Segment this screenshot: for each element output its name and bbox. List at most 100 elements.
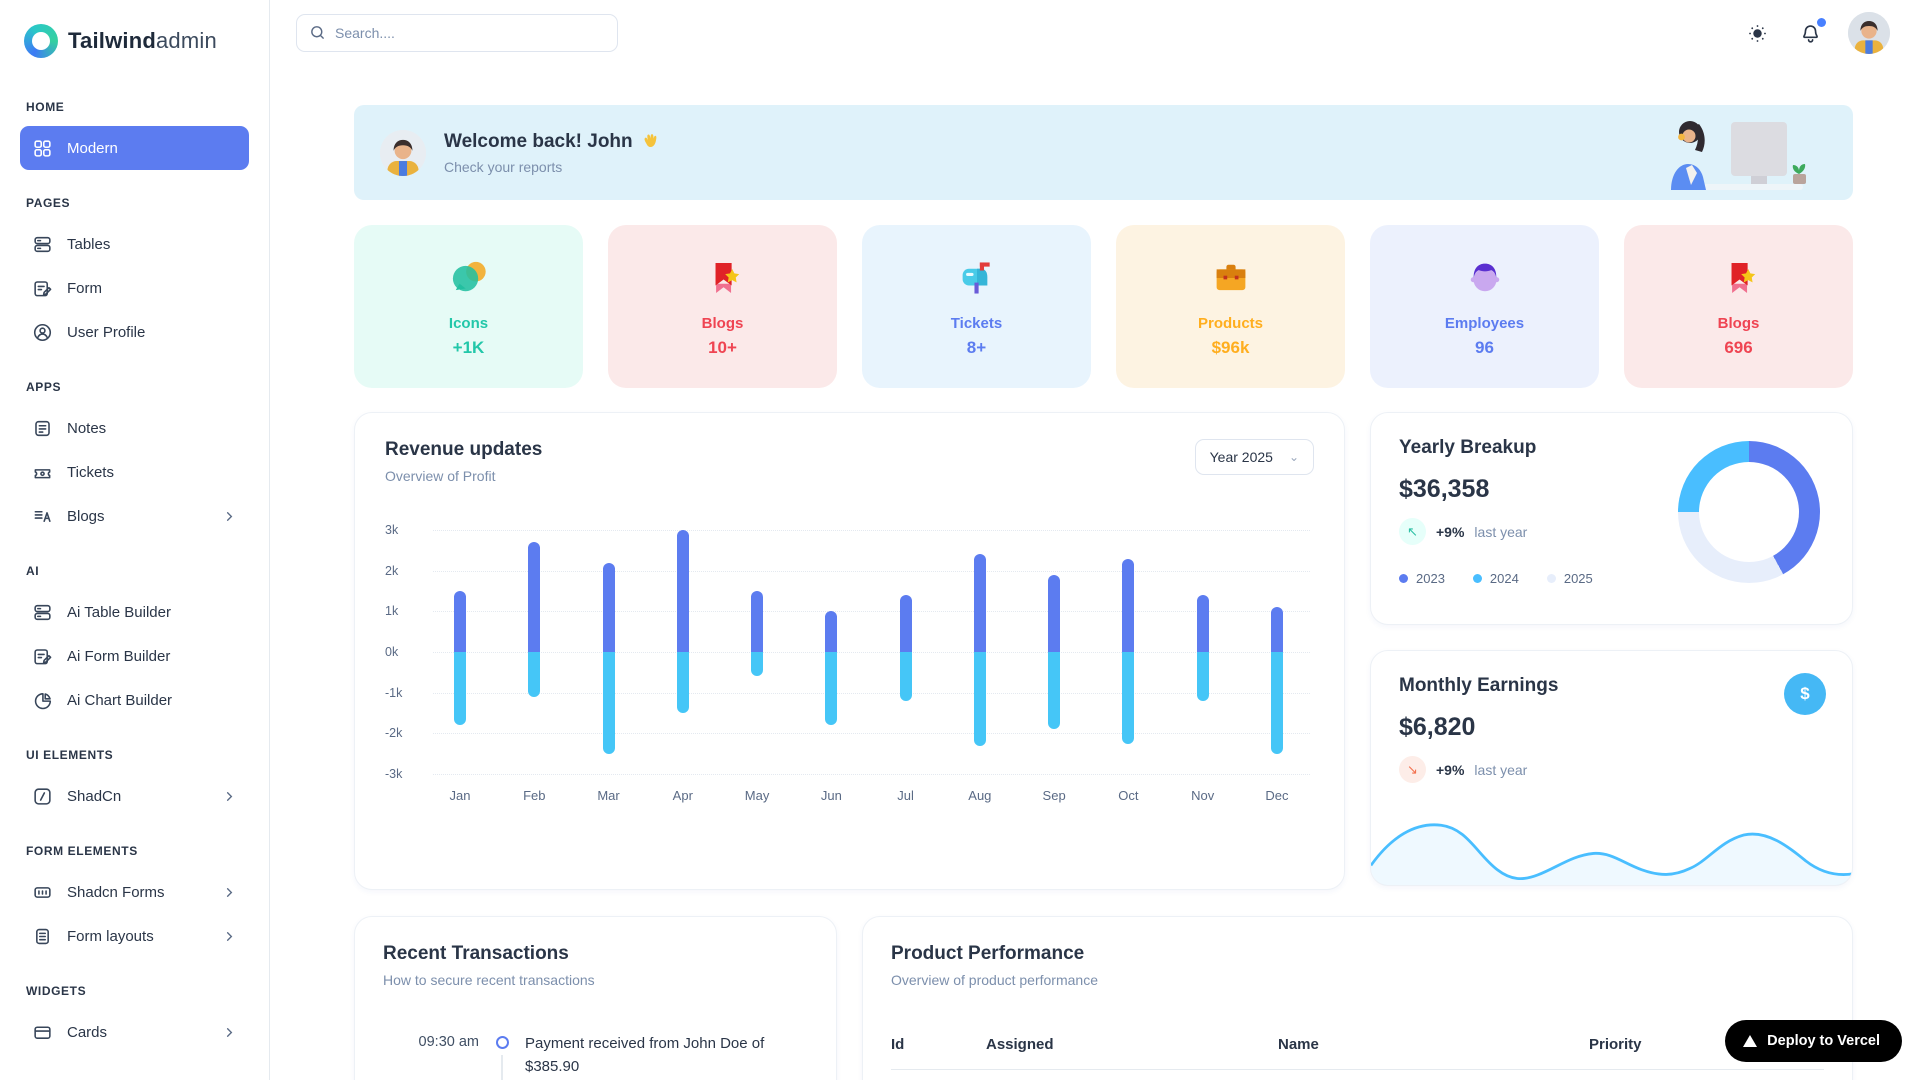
sidebar-item-ai-table-builder[interactable]: Ai Table Builder (20, 590, 249, 634)
person-icon (1462, 255, 1508, 301)
sidebar-item-shadcn-forms[interactable]: Shadcn Forms (20, 870, 249, 914)
bar-negative (528, 652, 541, 697)
nav-section-label: AI (26, 564, 40, 578)
search-icon (311, 26, 324, 39)
sidebar-item-tickets[interactable]: Tickets (20, 450, 249, 494)
stat-value: $96k (1211, 338, 1250, 357)
products-subtitle: Overview of product performance (891, 972, 1098, 988)
bar-positive (825, 611, 838, 652)
bar-jan[interactable] (447, 530, 473, 774)
x-axis-tick: Jun (820, 788, 842, 803)
bar-may[interactable] (744, 530, 770, 774)
bar-aug[interactable] (967, 530, 993, 774)
bar-oct[interactable] (1115, 530, 1141, 774)
x-axis-tick: Jan (449, 788, 471, 803)
bar-positive (454, 591, 466, 652)
x-axis-tick: Sep (1042, 788, 1066, 803)
stat-card-products[interactable]: Products $96k (1116, 225, 1345, 388)
chevron-right-icon (222, 929, 237, 944)
ticket-icon (32, 462, 53, 483)
bar-positive (528, 542, 541, 652)
notifications-button[interactable] (1795, 17, 1826, 49)
user-icon (32, 322, 53, 343)
chevron-right-icon (222, 509, 237, 524)
transaction-text: Payment received from John Doe of $385.9… (525, 1035, 765, 1076)
sidebar-item-cards[interactable]: Cards (20, 1010, 249, 1054)
bar-jul[interactable] (893, 530, 919, 774)
column-header-priority: Priority (1589, 1036, 1642, 1053)
monthly-earnings-card: Monthly Earnings $ $6,820 ↘ +9% last yea… (1370, 650, 1853, 886)
earnings-sparkline (1371, 823, 1852, 885)
stat-card-blogs[interactable]: Blogs 10+ (608, 225, 837, 388)
slash-icon (32, 786, 53, 807)
bar-negative (1196, 652, 1209, 701)
bar-mar[interactable] (596, 530, 622, 774)
chart-gridline (433, 652, 1310, 653)
bar-positive (1270, 607, 1283, 652)
bar-negative (899, 652, 912, 701)
stat-card-employees[interactable]: Employees 96 (1370, 225, 1599, 388)
bar-negative (973, 652, 986, 746)
profile-avatar[interactable] (1848, 12, 1890, 54)
sidebar-item-ai-chart-builder[interactable]: Ai Chart Builder (20, 678, 249, 722)
bar-dec[interactable] (1264, 530, 1290, 774)
monthly-delta: +9% (1436, 761, 1465, 778)
deploy-to-vercel-button[interactable]: Deploy to Vercel (1725, 1020, 1902, 1062)
timeline-dot (495, 1036, 509, 1049)
bar-jun[interactable] (818, 530, 844, 774)
yearly-value: $36,358 (1399, 475, 1490, 503)
stat-value: 96 (1475, 338, 1494, 357)
sidebar-item-label: Tables (67, 235, 111, 253)
layout-icon (32, 926, 53, 947)
search-input[interactable] (296, 14, 618, 52)
bar-nov[interactable] (1190, 530, 1216, 774)
stat-label: Tickets (950, 315, 1003, 332)
x-axis-tick: Feb (523, 788, 546, 803)
x-axis-labels: Jan Feb Mar Apr May Jun Jul Aug Sep Oct Nov Dec (447, 788, 1290, 803)
nav-section-label: WIDGETS (26, 984, 87, 998)
sidebar-item-form[interactable]: Form (20, 266, 249, 310)
legend-dot (1546, 574, 1556, 583)
sidebar-item-modern[interactable]: Modern (20, 126, 249, 170)
sidebar-item-ai-form-builder[interactable]: Ai Form Builder (20, 634, 249, 678)
bar-negative (1122, 652, 1135, 744)
sidebar-item-user-profile[interactable]: User Profile (20, 310, 249, 354)
chart-bars (447, 530, 1290, 774)
stat-card-tickets[interactable]: Tickets 8+ (862, 225, 1091, 388)
sidebar-item-blogs[interactable]: Blogs (20, 494, 249, 538)
stat-label: Icons (448, 315, 489, 332)
chevron-down-icon: ⌄ (1288, 450, 1299, 464)
legend-dot (1399, 574, 1408, 583)
bar-apr[interactable] (670, 530, 696, 774)
sidebar-item-shadcn[interactable]: ShadCn (20, 774, 249, 818)
bar-negative (825, 652, 838, 726)
chevron-right-icon (222, 789, 237, 804)
sidebar-item-notes[interactable]: Notes (20, 406, 249, 450)
welcome-banner: Welcome back! John Check your reports (354, 105, 1853, 200)
year-select[interactable]: Year 2025 ⌄ (1194, 439, 1314, 475)
y-axis-tick: 2k (385, 563, 399, 578)
products-table-header: IdAssignedNamePriorityBudget (891, 1036, 1824, 1070)
bar-positive (973, 554, 986, 652)
x-axis-tick: Mar (597, 788, 620, 803)
products-table: IdAssignedNamePriorityBudget (891, 1036, 1824, 1070)
sidebar-item-tables[interactable]: Tables (20, 222, 249, 266)
sidebar: Tailwindadmin HOME Modern PAGES Tables Form U… (0, 0, 270, 1080)
brand-logo[interactable]: Tailwindadmin (20, 20, 249, 68)
stat-card-blogs[interactable]: Blogs 696 (1624, 225, 1853, 388)
stat-card-icons[interactable]: Icons +1K (354, 225, 583, 388)
article-icon (32, 506, 53, 527)
bar-positive (1048, 574, 1061, 652)
bar-feb[interactable] (521, 530, 547, 774)
sidebar-item-form-layouts[interactable]: Form layouts (20, 914, 249, 958)
revenue-title: Revenue updates (385, 439, 543, 460)
legend-label: 2024 (1489, 571, 1519, 586)
bookmark-icon (1716, 255, 1762, 301)
yearly-donut-chart (1678, 441, 1820, 583)
yearly-delta-label: last year (1474, 523, 1528, 540)
theme-toggle-button[interactable] (1742, 18, 1773, 49)
dollar-button[interactable]: $ (1784, 673, 1826, 715)
y-axis-tick: -2k (385, 726, 403, 741)
bar-sep[interactable] (1041, 530, 1067, 774)
chart-gridline (433, 570, 1310, 572)
